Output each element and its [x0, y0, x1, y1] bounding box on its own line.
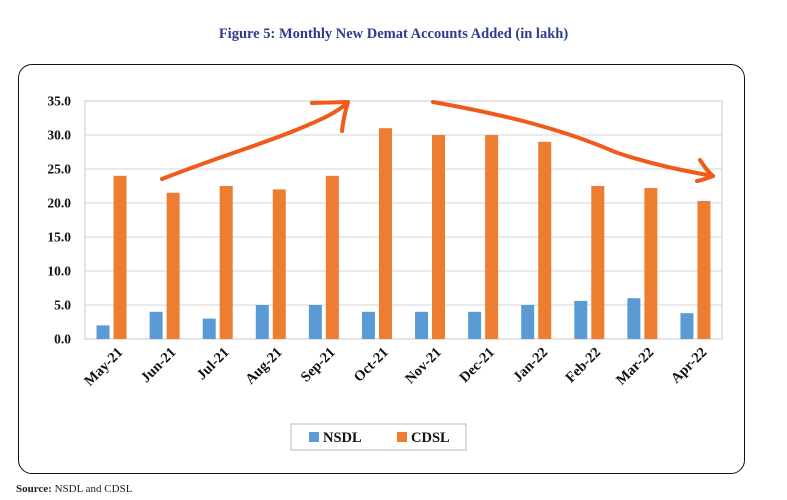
- legend-label-cdsl: CDSL: [411, 430, 450, 446]
- bar-nsdl: [574, 300, 588, 339]
- x-tick-label: Jun-21: [138, 345, 180, 387]
- rising-trend-arrow: [160, 102, 348, 181]
- rising-trend-arrowhead: [310, 100, 350, 133]
- bar-cdsl: [591, 186, 605, 339]
- x-tick-label: Feb-22: [563, 345, 604, 386]
- source-text: NSDL and CDSL: [54, 483, 133, 495]
- bar-nsdl: [521, 305, 535, 339]
- bar-nsdl: [149, 311, 163, 339]
- bar-nsdl: [468, 311, 482, 339]
- bar-cdsl: [166, 192, 180, 339]
- bar-cdsl: [113, 175, 127, 339]
- legend-swatch-nsdl: [309, 432, 319, 442]
- bar-cdsl: [538, 141, 552, 339]
- bar-cdsl: [378, 128, 392, 339]
- bar-cdsl: [325, 175, 339, 339]
- x-tick-label: Sep-21: [298, 345, 339, 386]
- legend-label-nsdl: NSDL: [323, 430, 362, 446]
- legend-swatch-cdsl: [397, 432, 407, 442]
- falling-trend-arrowhead: [695, 158, 715, 183]
- x-tick-label: Aug-21: [242, 345, 285, 388]
- y-tick-label: 35.0: [47, 94, 71, 109]
- bar-nsdl: [415, 311, 429, 339]
- bar-cdsl: [272, 189, 286, 339]
- y-tick-label: 25.0: [47, 162, 71, 177]
- x-tick-label: Jan-22: [510, 345, 551, 386]
- x-tick-label: Mar-22: [613, 345, 657, 389]
- bar-nsdl: [627, 298, 641, 339]
- plot-area: [84, 100, 723, 340]
- bar-nsdl: [361, 311, 375, 339]
- chart-frame: [18, 64, 745, 474]
- source-note: Source: NSDL and CDSL: [16, 483, 132, 495]
- bar-cdsl: [432, 135, 446, 339]
- x-tick-label: Oct-21: [351, 345, 392, 386]
- bar-nsdl: [96, 325, 110, 339]
- source-label: Source:: [16, 483, 52, 495]
- bar-cdsl: [219, 186, 233, 339]
- y-tick-label: 0.0: [54, 332, 71, 347]
- x-tick-label: Nov-21: [402, 345, 445, 388]
- x-tick-label: Dec-21: [456, 345, 497, 386]
- y-tick-label: 5.0: [54, 298, 71, 313]
- bar-nsdl: [680, 313, 694, 339]
- falling-trend-arrow: [431, 100, 715, 178]
- figure-title: Figure 5: Monthly New Demat Accounts Add…: [218, 26, 569, 42]
- bar-nsdl: [202, 318, 216, 339]
- bar-nsdl: [308, 305, 322, 339]
- y-tick-label: 10.0: [47, 264, 71, 279]
- y-tick-label: 15.0: [47, 230, 71, 245]
- y-tick-label: 30.0: [47, 128, 71, 143]
- x-tick-label: May-21: [81, 345, 126, 390]
- bar-nsdl: [255, 305, 269, 339]
- legend: [290, 423, 467, 451]
- bar-cdsl: [644, 188, 658, 339]
- x-tick-label: Jul-21: [194, 345, 233, 384]
- bar-cdsl: [485, 135, 499, 339]
- y-tick-label: 20.0: [47, 196, 71, 211]
- bar-cdsl: [697, 200, 711, 339]
- x-tick-label: Apr-22: [668, 345, 710, 387]
